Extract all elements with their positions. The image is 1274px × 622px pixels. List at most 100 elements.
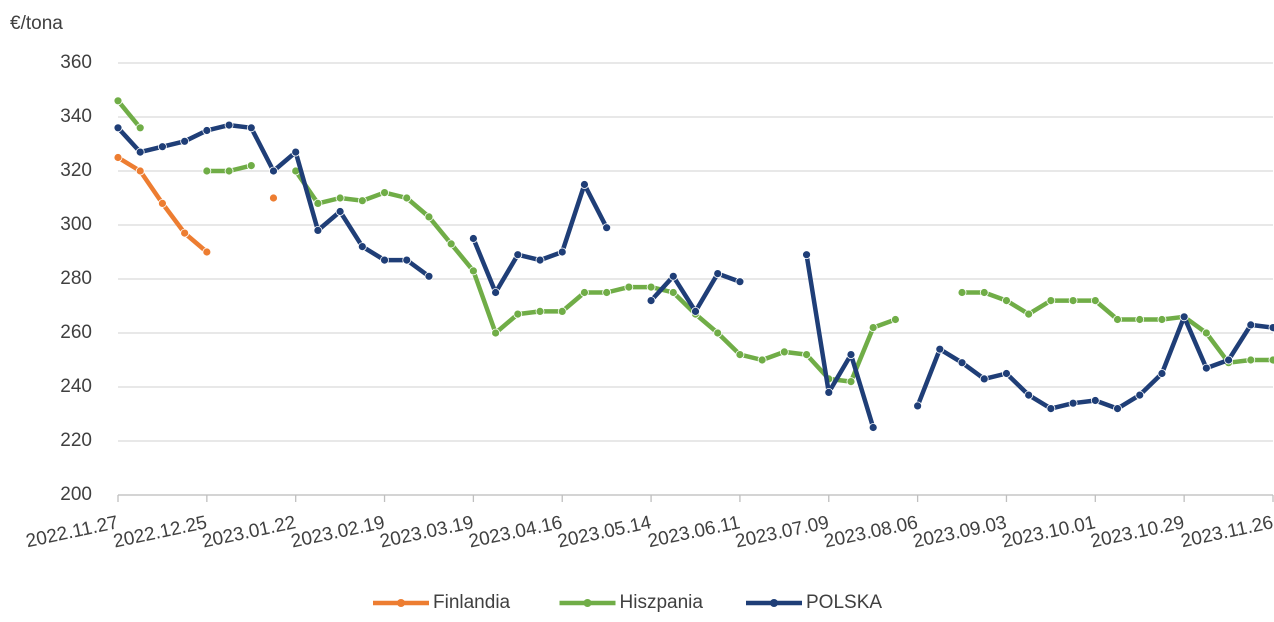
point [402, 193, 412, 203]
point [357, 242, 367, 252]
x-tick-label: 2023.02.19 [289, 512, 386, 552]
point [713, 328, 723, 338]
y-tick-label: 280 [60, 268, 92, 289]
point [335, 193, 345, 203]
point [291, 147, 301, 157]
point [846, 350, 856, 360]
point [802, 250, 811, 260]
point [691, 306, 700, 316]
y-axis-label: €/tona [10, 13, 63, 34]
point [1002, 296, 1011, 306]
x-tick-label: 2023.10.01 [1000, 512, 1097, 552]
y-tick-label: 220 [60, 430, 92, 451]
point [180, 136, 190, 146]
y-tick-label: 240 [60, 376, 92, 397]
point [224, 120, 234, 130]
point [1135, 390, 1145, 400]
point [468, 234, 478, 243]
point [535, 306, 545, 316]
point [246, 123, 256, 133]
point [1201, 328, 1211, 338]
x-tick-label: 2023.06.11 [646, 512, 742, 552]
point [491, 288, 500, 297]
legend-marker [397, 599, 405, 607]
point [779, 347, 789, 357]
point [1068, 296, 1078, 306]
point [1157, 315, 1167, 324]
point [913, 401, 923, 411]
point [1113, 315, 1122, 324]
point [1068, 398, 1078, 408]
x-tick-label: 2023.03.19 [378, 512, 475, 552]
point [802, 350, 811, 360]
point [135, 123, 145, 133]
point [668, 288, 678, 297]
legend-label: Finlandia [433, 592, 511, 613]
y-tick-label: 320 [60, 160, 92, 181]
point [1113, 404, 1122, 414]
point [557, 306, 567, 316]
legend-marker [770, 599, 778, 607]
point [135, 147, 145, 157]
point [313, 198, 323, 208]
point [557, 247, 567, 257]
point [868, 423, 878, 432]
point [269, 166, 278, 176]
y-tick-label: 200 [60, 484, 92, 505]
x-tick-label: 2023.04.16 [467, 512, 564, 552]
point [1179, 312, 1189, 322]
point [158, 198, 167, 208]
point [757, 355, 767, 365]
legend-label: POLSKA [806, 592, 882, 613]
legend-marker [583, 599, 592, 607]
point [868, 323, 878, 333]
point [824, 387, 834, 397]
series-line [115, 98, 1274, 384]
y-tick-label: 340 [60, 106, 92, 127]
point [158, 142, 167, 152]
point [646, 296, 656, 306]
point [624, 282, 634, 292]
point [979, 288, 989, 297]
point [1224, 355, 1233, 365]
point [335, 207, 345, 216]
point [180, 228, 190, 238]
point [313, 225, 323, 235]
point [957, 288, 967, 297]
point [113, 96, 123, 106]
point [491, 328, 500, 338]
y-tick-label: 300 [60, 214, 92, 235]
point [1246, 320, 1256, 330]
point [668, 271, 678, 281]
point [1246, 355, 1256, 365]
x-tick-label: 2022.12.25 [112, 512, 209, 552]
point [1268, 355, 1274, 365]
point [468, 266, 478, 276]
x-tick-label: 2023.05.14 [556, 512, 654, 552]
point [580, 288, 589, 297]
point [602, 223, 612, 233]
point [202, 247, 212, 257]
point [1046, 404, 1056, 414]
point [957, 358, 967, 368]
point [113, 123, 123, 133]
point [1268, 323, 1274, 332]
x-tick-label: 2023.11.26 [1179, 512, 1274, 552]
point [535, 255, 545, 265]
point [602, 288, 612, 297]
point [202, 166, 212, 176]
point [713, 269, 723, 279]
point [246, 161, 256, 171]
point [224, 166, 234, 176]
point [1024, 390, 1034, 400]
point [380, 255, 389, 265]
point [380, 188, 389, 198]
point [580, 180, 589, 189]
point [1002, 369, 1011, 378]
point [979, 374, 989, 384]
point [935, 344, 945, 354]
x-tick-label: 2023.08.06 [822, 512, 919, 552]
x-tick-label: 2023.10.29 [1089, 512, 1186, 552]
x-tick-label: 2023.07.09 [733, 512, 830, 552]
point [513, 309, 523, 319]
